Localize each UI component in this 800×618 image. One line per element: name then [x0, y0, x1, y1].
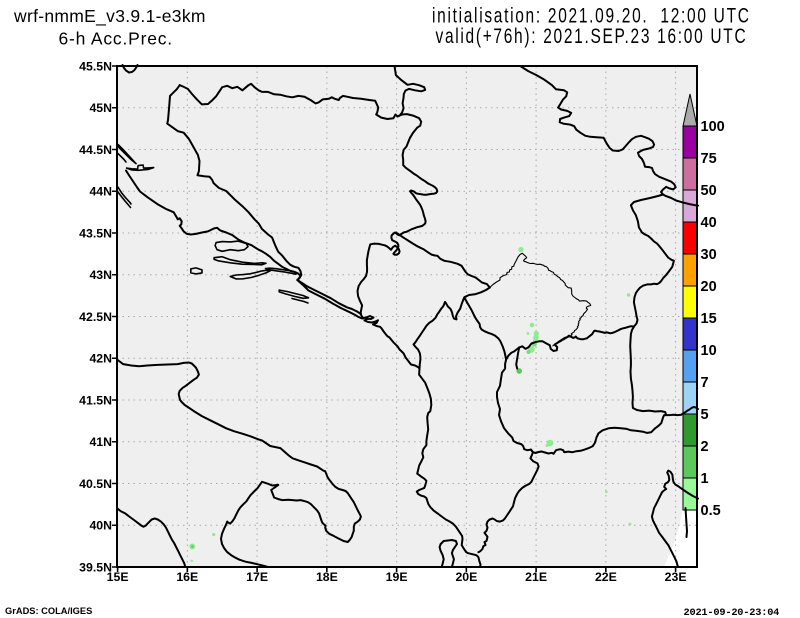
svg-text:22E: 22E: [595, 570, 617, 584]
svg-text:50: 50: [701, 183, 717, 199]
svg-text:75: 75: [701, 151, 717, 167]
svg-text:45N: 45N: [89, 101, 112, 115]
svg-text:23E: 23E: [665, 570, 687, 584]
svg-text:5: 5: [701, 407, 709, 423]
svg-text:2: 2: [701, 439, 709, 455]
svg-text:18E: 18E: [316, 570, 338, 584]
svg-text:19E: 19E: [386, 570, 408, 584]
svg-text:2021-09-20-23:04: 2021-09-20-23:04: [684, 607, 780, 618]
svg-text:44.5N: 44.5N: [79, 143, 112, 157]
svg-text:45.5N: 45.5N: [79, 59, 112, 73]
svg-text:10: 10: [701, 343, 717, 359]
svg-text:43.5N: 43.5N: [79, 226, 112, 240]
svg-text:21E: 21E: [525, 570, 547, 584]
svg-text:100: 100: [701, 119, 725, 135]
svg-text:40.5N: 40.5N: [79, 477, 112, 491]
svg-text:15: 15: [701, 311, 717, 327]
svg-text:GrADS: COLA/IGES: GrADS: COLA/IGES: [5, 606, 92, 616]
svg-text:42N: 42N: [89, 352, 112, 366]
svg-text:30: 30: [701, 247, 717, 263]
svg-text:valid(+76h): 2021.SEP.23 16:00: valid(+76h): 2021.SEP.23 16:00 UTC: [436, 23, 748, 47]
svg-text:wrf-nmmE_v3.9.1-e3km: wrf-nmmE_v3.9.1-e3km: [13, 6, 206, 27]
svg-text:15E: 15E: [107, 570, 129, 584]
svg-text:42.5N: 42.5N: [79, 310, 112, 324]
svg-text:16E: 16E: [176, 570, 198, 584]
svg-text:1: 1: [701, 471, 709, 487]
svg-text:40N: 40N: [89, 519, 112, 533]
svg-text:7: 7: [701, 375, 709, 391]
svg-text:20E: 20E: [455, 570, 477, 584]
svg-text:6-h Acc.Prec.: 6-h Acc.Prec.: [59, 29, 173, 49]
svg-text:41N: 41N: [89, 435, 112, 449]
svg-text:41.5N: 41.5N: [79, 393, 112, 407]
svg-text:39.5N: 39.5N: [79, 560, 112, 574]
svg-text:0.5: 0.5: [701, 503, 721, 519]
svg-text:17E: 17E: [246, 570, 268, 584]
svg-text:44N: 44N: [89, 185, 112, 199]
svg-text:20: 20: [701, 279, 717, 295]
svg-text:40: 40: [701, 215, 717, 231]
svg-text:initialisation: 2021.09.20. 1: initialisation: 2021.09.20. 12:00 UTC: [432, 3, 751, 27]
svg-text:43N: 43N: [89, 268, 112, 282]
